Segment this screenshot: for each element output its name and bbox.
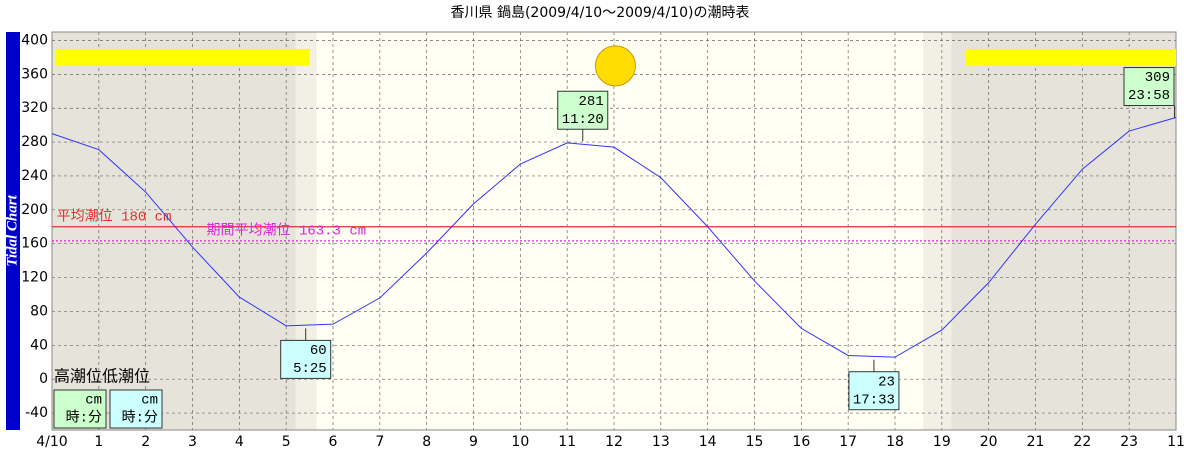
x-tick-label: 9 [469, 434, 478, 450]
tide-value: 309 [1145, 70, 1170, 86]
x-tick-label: 4 [235, 434, 244, 450]
x-tick-label: 19 [933, 434, 951, 450]
x-tick-label: 2 [141, 434, 150, 450]
tide-time: 5:25 [293, 361, 327, 377]
legend-time: 時:分 [122, 410, 158, 427]
y-tick-label: 120 [21, 270, 48, 286]
moon-bar [54, 48, 310, 66]
y-tick-label: 360 [21, 66, 48, 82]
x-tick-label: 7 [375, 434, 384, 450]
y-tick-label: 280 [21, 134, 48, 150]
night-shade [52, 32, 296, 430]
plot-frame [51, 31, 1177, 431]
x-tick-label: 8 [422, 434, 431, 450]
x-tick-label: 16 [792, 434, 810, 450]
twilight-shade [923, 32, 952, 430]
y-tick-label: 240 [21, 168, 48, 184]
tide-box [848, 371, 900, 411]
x-tick-label: 14 [699, 434, 717, 450]
tide-box [1123, 67, 1175, 107]
y-tick-label: 160 [21, 236, 48, 252]
x-tick-label: 15 [746, 434, 764, 450]
legend-box [53, 389, 107, 429]
moon-bar [965, 48, 1176, 66]
x-tick-label: 6 [329, 434, 338, 450]
tide-time: 11:20 [562, 112, 604, 128]
x-tick-label: 22 [1073, 434, 1091, 450]
sun [594, 45, 636, 87]
x-tick-label: 21 [1027, 434, 1045, 450]
legend-box [109, 389, 163, 429]
tide-box [280, 339, 332, 379]
tide-line [51, 117, 1177, 358]
x-tick-label: 23 [1120, 434, 1138, 450]
y-tick-label: 400 [21, 32, 48, 48]
tide-time: 17:33 [853, 392, 895, 408]
y-tick-label: 40 [30, 337, 48, 353]
y-tick-label: 320 [21, 100, 48, 116]
x-tick-label: 13 [652, 434, 670, 450]
tide-value: 23 [878, 374, 895, 390]
x-tick-label: 4/10 [36, 434, 67, 450]
tide-box [557, 90, 609, 130]
side-label: Tidal Chart [4, 194, 20, 266]
x-tick-label: 10 [511, 434, 529, 450]
x-tick-label: 18 [886, 434, 904, 450]
x-tick-label: 5 [282, 434, 291, 450]
legend-title: 高潮位低潮位 [54, 367, 150, 386]
side-bar [6, 32, 20, 430]
chart-title: 香川県 鍋島(2009/4/10～2009/4/10)の潮時表 [451, 5, 750, 21]
tide-value: 281 [579, 94, 604, 110]
tide-time: 23:58 [1128, 88, 1170, 104]
y-tick-label: 80 [30, 303, 48, 319]
y-tick-label: 0 [39, 371, 48, 387]
x-tick-label: 17 [839, 434, 857, 450]
x-tick-label: 11 [1167, 434, 1185, 450]
x-tick-label: 12 [605, 434, 623, 450]
legend-unit: cm [85, 393, 102, 409]
x-tick-label: 1 [94, 434, 103, 450]
x-tick-label: 11 [558, 434, 576, 450]
x-tick-label: 3 [188, 434, 197, 450]
y-tick-label: 200 [21, 202, 48, 218]
legend-time: 時:分 [66, 410, 102, 427]
twilight-shade [295, 32, 317, 430]
reference-label: 期間平均潮位 163.3 cm [207, 223, 367, 240]
y-tick-label: -40 [25, 405, 48, 421]
reference-label: 平均潮位 180 cm [57, 208, 172, 225]
tide-value: 60 [310, 343, 327, 359]
x-tick-label: 20 [980, 434, 998, 450]
legend-unit: cm [141, 393, 158, 409]
